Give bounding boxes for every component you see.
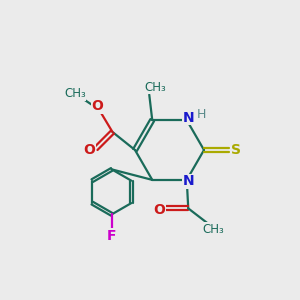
- Text: CH₃: CH₃: [203, 223, 225, 236]
- Text: CH₃: CH₃: [144, 81, 166, 94]
- Text: O: O: [153, 203, 165, 217]
- Text: O: O: [92, 99, 104, 113]
- Text: CH₃: CH₃: [64, 87, 86, 101]
- Text: F: F: [107, 229, 116, 243]
- Text: N: N: [182, 174, 194, 188]
- Text: O: O: [83, 143, 95, 157]
- Text: H: H: [196, 108, 206, 121]
- Text: S: S: [231, 143, 241, 157]
- Text: N: N: [182, 111, 194, 125]
